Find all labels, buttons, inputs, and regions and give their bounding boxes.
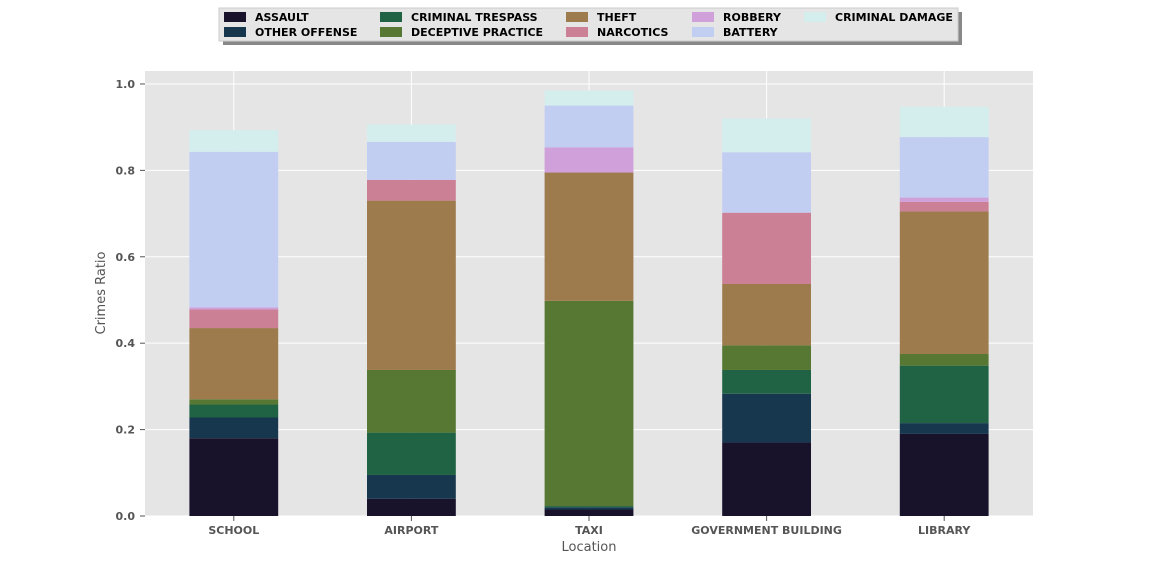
y-tick-label: 0.8 bbox=[116, 164, 136, 177]
y-tick-label: 0.0 bbox=[116, 510, 136, 523]
legend-label: THEFT bbox=[597, 11, 637, 24]
bar-segment bbox=[367, 200, 456, 370]
bar-segment bbox=[367, 179, 456, 201]
bar-segment bbox=[544, 172, 634, 301]
bar-segment bbox=[722, 283, 811, 346]
bar-segment bbox=[544, 105, 634, 148]
legend-swatch bbox=[224, 12, 246, 22]
bar-segment bbox=[899, 365, 989, 424]
legend-swatch bbox=[692, 27, 714, 37]
x-tick-label: LIBRARY bbox=[918, 524, 971, 537]
legend-label: NARCOTICS bbox=[597, 26, 668, 39]
x-tick-label: AIRPORT bbox=[384, 524, 438, 537]
bar-segment bbox=[899, 211, 989, 354]
legend-swatch bbox=[380, 12, 402, 22]
legend-items: ASSAULT OTHER OFFENSE CRIMINAL TRESPASS DEC… bbox=[224, 11, 953, 39]
legend-label: CRIMINAL DAMAGE bbox=[835, 11, 953, 24]
bar-segment bbox=[899, 137, 989, 198]
bar-segment bbox=[189, 399, 279, 405]
bar-segment bbox=[722, 369, 811, 394]
y-tick-label: 0.4 bbox=[116, 337, 136, 350]
bar-segment bbox=[189, 438, 279, 516]
bar-segment bbox=[189, 404, 279, 418]
bar-segment bbox=[544, 509, 634, 516]
legend-swatch bbox=[804, 12, 826, 22]
legend-swatch bbox=[224, 27, 246, 37]
y-tick-label: 1.0 bbox=[116, 78, 136, 91]
bar-segment bbox=[367, 124, 456, 142]
x-axis-label: Location bbox=[562, 540, 617, 555]
bar-segment bbox=[367, 474, 456, 499]
bar-segment bbox=[544, 507, 634, 510]
bar-segment bbox=[899, 201, 989, 212]
legend-label: CRIMINAL TRESPASS bbox=[411, 11, 538, 24]
bar-segment bbox=[189, 151, 279, 308]
legend-swatch bbox=[566, 27, 588, 37]
bar-segment bbox=[367, 141, 456, 180]
bar-segment bbox=[722, 118, 811, 153]
bars bbox=[189, 90, 989, 516]
legend-label: BATTERY bbox=[723, 26, 779, 39]
bar-segment bbox=[899, 197, 989, 202]
bar-segment bbox=[367, 498, 456, 516]
bar-segment bbox=[899, 106, 989, 138]
legend-swatch bbox=[692, 12, 714, 22]
legend-swatch bbox=[566, 12, 588, 22]
legend-label: DECEPTIVE PRACTICE bbox=[411, 26, 543, 39]
bar-segment bbox=[899, 433, 989, 516]
legend-swatch bbox=[380, 27, 402, 37]
legend-box bbox=[218, 7, 959, 42]
bar-segment bbox=[722, 212, 811, 284]
y-tick-label: 0.6 bbox=[116, 251, 136, 264]
x-axis-ticks: SCHOOL AIRPORT TAXI GOVERNMENT BUILDING LIBR… bbox=[208, 516, 971, 537]
bar-segment bbox=[189, 328, 279, 400]
bar-segment bbox=[544, 90, 634, 106]
bar-segment bbox=[189, 417, 279, 439]
legend: ASSAULT OTHER OFFENSE CRIMINAL TRESPASS DEC… bbox=[218, 7, 962, 45]
bar-segment bbox=[189, 309, 279, 329]
x-tick-label: GOVERNMENT BUILDING bbox=[691, 524, 842, 537]
bar-segment bbox=[189, 130, 279, 152]
legend-label: OTHER OFFENSE bbox=[255, 26, 357, 39]
bar-segment bbox=[544, 506, 634, 508]
legend-label: ROBBERY bbox=[723, 11, 782, 24]
legend-label: ASSAULT bbox=[255, 11, 309, 24]
bar-segment bbox=[722, 152, 811, 213]
bar-segment bbox=[367, 432, 456, 475]
bar-segment bbox=[722, 345, 811, 370]
bar-segment bbox=[544, 147, 634, 173]
bar-segment bbox=[899, 423, 989, 434]
x-tick-label: SCHOOL bbox=[208, 524, 259, 537]
bar-segment bbox=[367, 369, 456, 433]
x-tick-label: TAXI bbox=[575, 524, 603, 537]
y-axis-label: Crimes Ratio bbox=[94, 251, 109, 334]
bar-segment bbox=[544, 300, 634, 507]
bar-segment bbox=[722, 393, 811, 443]
y-axis-ticks: 0.0 0.2 0.4 0.6 0.8 1.0 bbox=[116, 78, 145, 523]
bar-segment bbox=[722, 442, 811, 516]
bar-segment bbox=[899, 353, 989, 366]
bar-segment bbox=[189, 307, 279, 310]
y-tick-label: 0.2 bbox=[116, 424, 136, 437]
